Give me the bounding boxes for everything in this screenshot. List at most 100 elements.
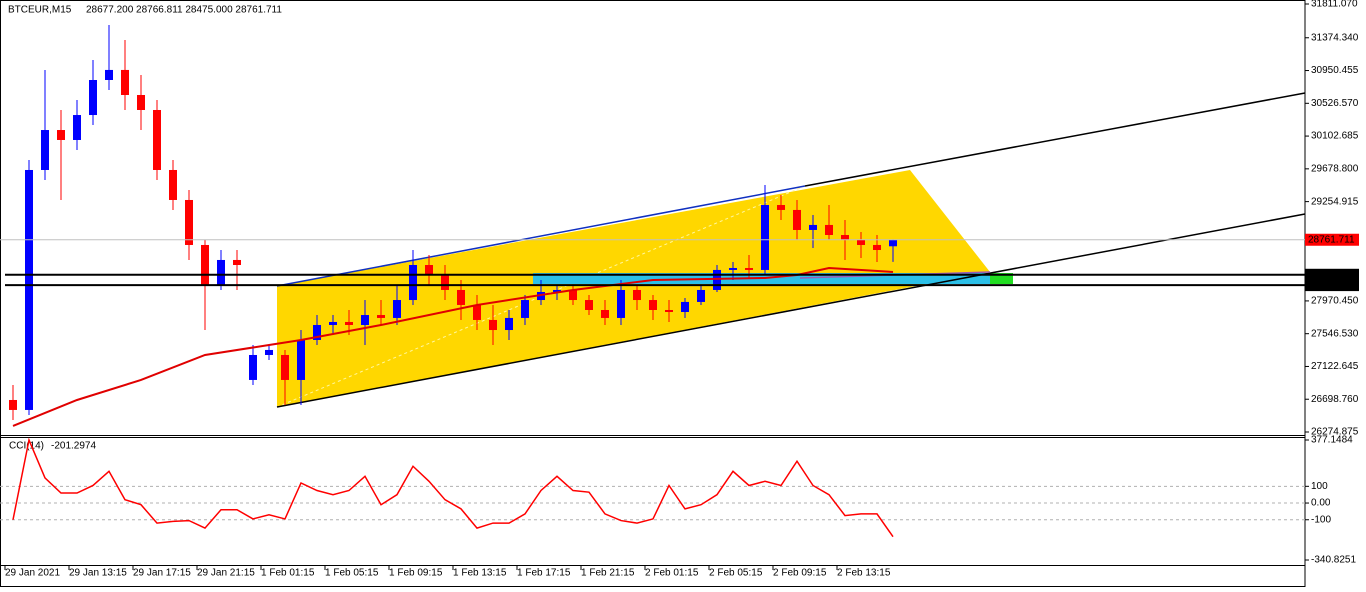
candle-body (105, 69, 113, 81)
candle-body (9, 399, 17, 410)
y-tick-label: 31811.070 (1311, 0, 1358, 10)
x-tick-label: 1 Feb 09:15 (389, 568, 443, 579)
trend-line (276, 185, 806, 287)
trend-line (276, 213, 1306, 408)
candle-body (457, 289, 465, 305)
x-tick-label: 29 Jan 13:15 (69, 568, 127, 579)
channel-area (277, 170, 990, 407)
candle-body (137, 94, 145, 110)
candle-body (761, 205, 769, 270)
candle-body (329, 321, 337, 325)
current-price-box (1305, 233, 1359, 246)
candle-body (297, 339, 305, 380)
candle-body (153, 109, 161, 170)
x-tick-label: 2 Feb 01:15 (645, 568, 699, 579)
candle-body (185, 199, 193, 245)
candle-body (57, 130, 65, 140)
candle-body (249, 354, 257, 380)
symbol-title: BTCEUR,M15 (8, 5, 72, 16)
candle-body (713, 269, 721, 290)
candle-body (489, 319, 497, 331)
current-price-label: 28761.711 (1308, 234, 1355, 245)
candle-body (89, 80, 97, 116)
indicator-line (12, 437, 894, 538)
candle-body (681, 301, 689, 313)
candle-body (425, 265, 433, 275)
candle-body (313, 324, 321, 340)
indicator-tick-label: -340.8251 (1311, 555, 1356, 566)
level-label: 28175.187 (1308, 280, 1356, 291)
x-tick-label: 29 Jan 17:15 (133, 568, 191, 579)
x-tick-label: 29 Jan 2021 (5, 568, 60, 579)
candle-body (505, 317, 513, 331)
ohlc-label: 28677.200 28766.811 28475.000 28761.711 (86, 5, 282, 16)
indicator-name: CCI(14) (9, 441, 44, 452)
candle-body (521, 300, 529, 318)
candle-body (889, 239, 897, 247)
candle-body (217, 259, 225, 285)
x-tick-label: 1 Feb 01:15 (261, 568, 315, 579)
candle-body (569, 289, 577, 301)
x-tick-label: 2 Feb 09:15 (773, 568, 827, 579)
candle-body (601, 309, 609, 318)
x-tick-label: 2 Feb 13:15 (837, 568, 891, 579)
candle-body (553, 289, 561, 292)
candle-body (585, 300, 593, 310)
y-tick-label: 27970.450 (1311, 296, 1359, 307)
level-label: 28308.420 (1308, 269, 1356, 280)
candle-body (745, 268, 753, 270)
candle-body (377, 315, 385, 318)
candle-body (169, 169, 177, 200)
candle-body (41, 130, 49, 170)
candle-body (841, 235, 849, 240)
y-tick-label: 30102.685 (1311, 131, 1359, 142)
y-tick-label: 31374.340 (1311, 32, 1359, 43)
y-tick-label: 27122.645 (1311, 361, 1359, 372)
y-tick-label: 26698.760 (1311, 394, 1359, 405)
indicator-value: -201.2974 (51, 441, 96, 452)
y-tick-label: 26274.875 (1311, 427, 1359, 438)
candle-body (409, 265, 417, 301)
candle-body (777, 205, 785, 210)
candle-body (441, 274, 449, 290)
candle-body (345, 321, 353, 325)
candle-body (201, 244, 209, 285)
level-box (1305, 279, 1359, 292)
channel-midline (276, 185, 806, 408)
x-tick-label: 1 Feb 13:15 (453, 568, 507, 579)
y-tick-label: 30950.455 (1311, 65, 1359, 76)
y-tick-label: 29678.800 (1311, 163, 1359, 174)
y-tick-label: 29254.915 (1311, 196, 1359, 207)
y-tick-label: 27546.530 (1311, 328, 1359, 339)
candle-body (361, 315, 369, 325)
candle-body (537, 291, 545, 301)
x-tick-label: 1 Feb 21:15 (581, 568, 635, 579)
candle-body (873, 244, 881, 251)
x-tick-label: 1 Feb 05:15 (325, 568, 379, 579)
candle-body (393, 300, 401, 318)
x-tick-label: 1 Feb 17:15 (517, 568, 571, 579)
candle-body (281, 354, 289, 380)
x-tick-label: 2 Feb 05:15 (709, 568, 763, 579)
y-tick-label: 30526.570 (1311, 98, 1359, 109)
candle-body (473, 304, 481, 320)
indicator-tick-label: 377.1484 (1311, 435, 1353, 446)
candle-body (73, 115, 81, 140)
trend-line (804, 92, 1306, 187)
indicator-tick-label: -100 (1311, 514, 1331, 525)
candle-body (697, 289, 705, 302)
candle-body (729, 268, 737, 270)
candle-body (665, 309, 673, 313)
zone-end (990, 273, 1013, 284)
candle-body (809, 224, 817, 230)
level-box (1305, 268, 1359, 281)
indicator-tick-label: 0.00 (1311, 498, 1331, 509)
candle-body (825, 224, 833, 236)
candle-body (793, 209, 801, 230)
x-tick-label: 29 Jan 21:15 (197, 568, 255, 579)
candle-body (617, 289, 625, 318)
candle-body (857, 239, 865, 245)
candle-body (265, 349, 273, 355)
candle-body (121, 69, 129, 95)
